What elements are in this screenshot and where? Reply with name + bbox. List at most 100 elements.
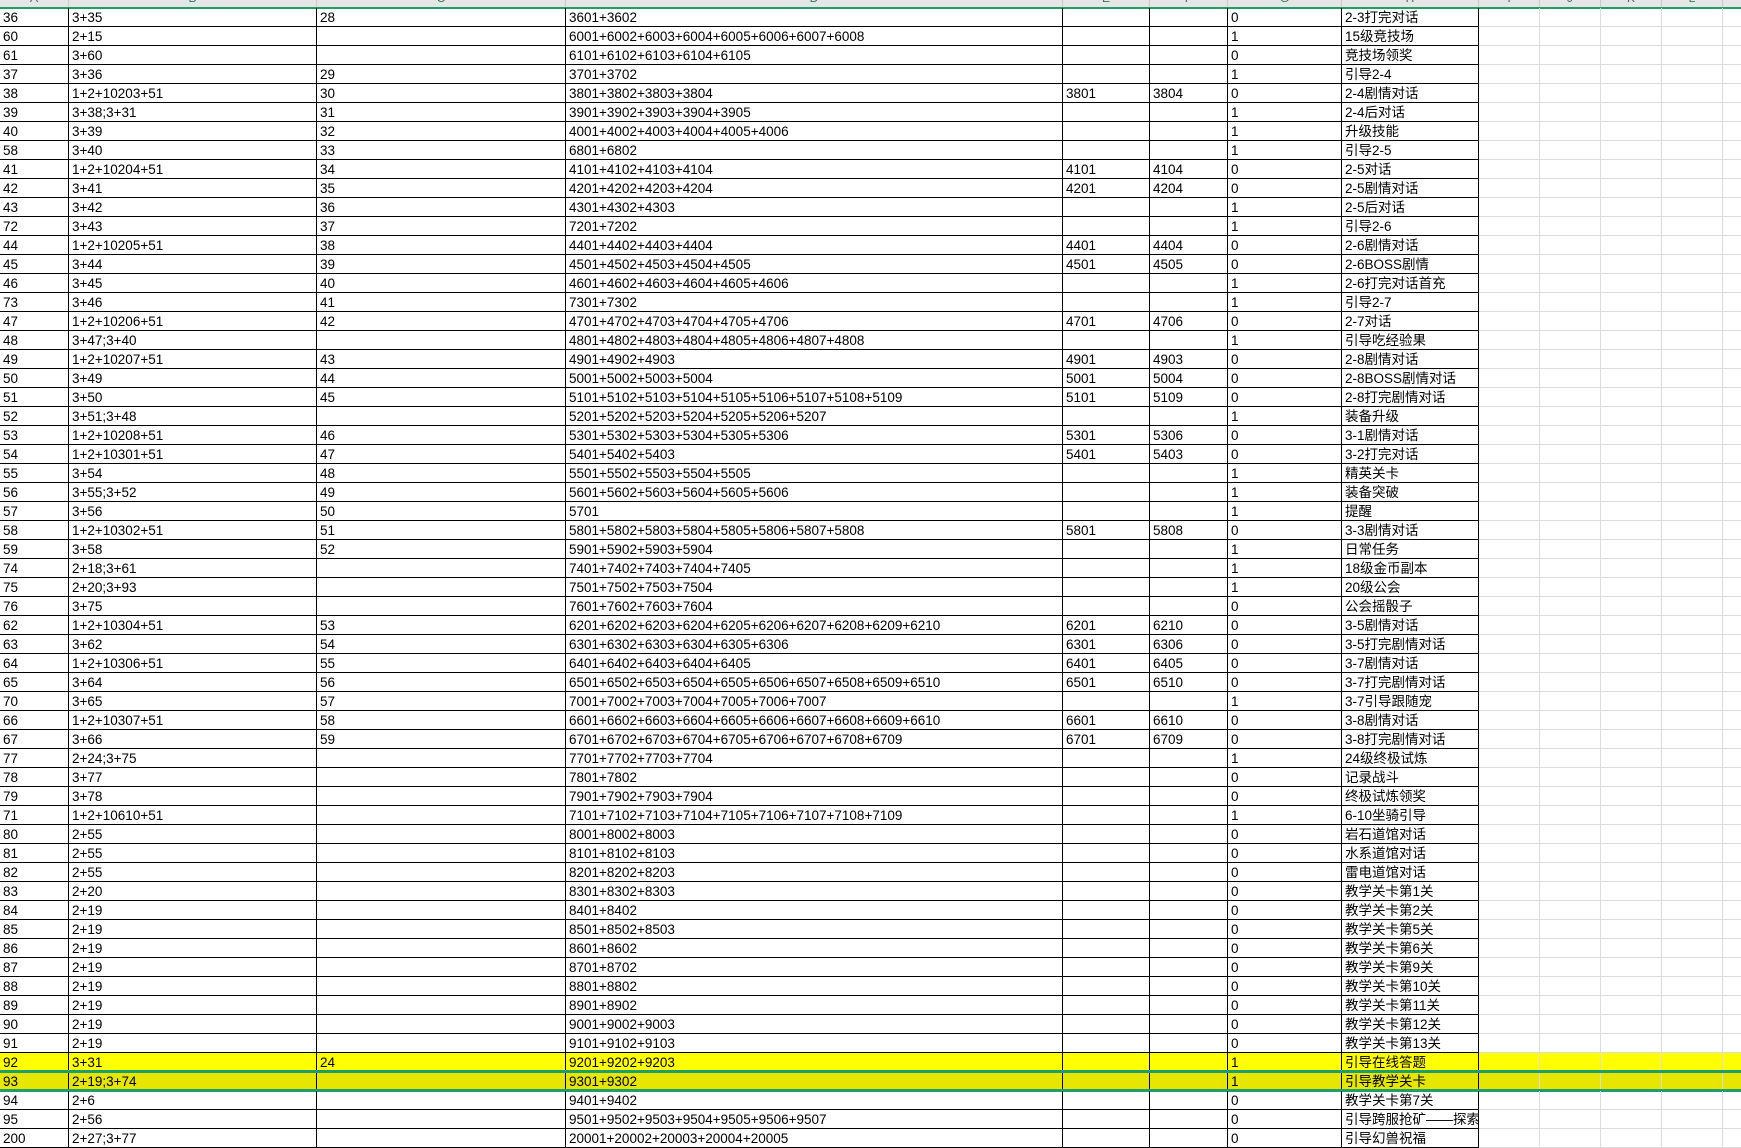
cell-b[interactable]: 3+66	[69, 730, 317, 749]
cell-a[interactable]: 78	[0, 768, 69, 787]
cell-f[interactable]	[1150, 863, 1228, 882]
cell-d[interactable]: 5001+5002+5003+5004	[566, 369, 1063, 388]
empty-cell[interactable]	[1479, 635, 1540, 654]
empty-cell[interactable]	[1540, 312, 1601, 331]
cell-a[interactable]: 88	[0, 977, 69, 996]
empty-cell[interactable]	[1479, 825, 1540, 844]
cell-d[interactable]: 6301+6302+6303+6304+6305+6306	[566, 635, 1063, 654]
empty-cell[interactable]	[1723, 236, 1741, 255]
cell-h[interactable]: 6-10坐骑引导	[1342, 806, 1479, 825]
empty-cell[interactable]	[1662, 635, 1723, 654]
cell-c[interactable]	[317, 958, 566, 977]
cell-g[interactable]: 1	[1228, 122, 1342, 141]
column-header-i[interactable]: I	[1479, 0, 1540, 7]
empty-cell[interactable]	[1540, 293, 1601, 312]
empty-cell[interactable]	[1479, 844, 1540, 863]
cell-e[interactable]	[1063, 331, 1150, 350]
cell-a[interactable]: 73	[0, 293, 69, 312]
cell-e[interactable]: 6301	[1063, 635, 1150, 654]
cell-f[interactable]	[1150, 1129, 1228, 1148]
cell-f[interactable]	[1150, 692, 1228, 711]
cell-e[interactable]: 5101	[1063, 388, 1150, 407]
cell-d[interactable]: 6601+6602+6603+6604+6605+6606+6607+6608+…	[566, 711, 1063, 730]
cell-h[interactable]: 2-6剧情对话	[1342, 236, 1479, 255]
empty-cell[interactable]	[1723, 844, 1741, 863]
empty-cell[interactable]	[1662, 1129, 1723, 1148]
cell-c[interactable]: 52	[317, 540, 566, 559]
cell-c[interactable]: 32	[317, 122, 566, 141]
empty-cell[interactable]	[1601, 977, 1662, 996]
cell-e[interactable]: 4701	[1063, 312, 1150, 331]
cell-f[interactable]	[1150, 274, 1228, 293]
empty-cell[interactable]	[1540, 996, 1601, 1015]
empty-cell[interactable]	[1479, 901, 1540, 920]
empty-cell[interactable]	[1540, 65, 1601, 84]
cell-a[interactable]: 41	[0, 160, 69, 179]
empty-cell[interactable]	[1601, 1053, 1662, 1072]
cell-f[interactable]: 4204	[1150, 179, 1228, 198]
empty-cell[interactable]	[1601, 692, 1662, 711]
empty-cell[interactable]	[1540, 882, 1601, 901]
empty-cell[interactable]	[1723, 179, 1741, 198]
empty-cell[interactable]	[1662, 1072, 1723, 1091]
cell-c[interactable]: 33	[317, 141, 566, 160]
cell-f[interactable]	[1150, 1015, 1228, 1034]
empty-cell[interactable]	[1479, 160, 1540, 179]
cell-e[interactable]	[1063, 787, 1150, 806]
cell-g[interactable]: 1	[1228, 217, 1342, 236]
cell-d[interactable]: 3601+3602	[566, 8, 1063, 27]
empty-cell[interactable]	[1479, 426, 1540, 445]
cell-c[interactable]	[317, 559, 566, 578]
empty-cell[interactable]	[1723, 160, 1741, 179]
cell-b[interactable]: 3+36	[69, 65, 317, 84]
empty-cell[interactable]	[1601, 730, 1662, 749]
empty-cell[interactable]	[1662, 711, 1723, 730]
empty-cell[interactable]	[1601, 768, 1662, 787]
cell-e[interactable]	[1063, 198, 1150, 217]
cell-c[interactable]: 53	[317, 616, 566, 635]
cell-e[interactable]	[1063, 1072, 1150, 1091]
cell-a[interactable]: 46	[0, 274, 69, 293]
empty-cell[interactable]	[1662, 749, 1723, 768]
empty-cell[interactable]	[1723, 464, 1741, 483]
cell-b[interactable]: 3+51;3+48	[69, 407, 317, 426]
empty-cell[interactable]	[1479, 597, 1540, 616]
empty-cell[interactable]	[1723, 217, 1741, 236]
empty-cell[interactable]	[1723, 350, 1741, 369]
cell-e[interactable]	[1063, 768, 1150, 787]
cell-f[interactable]	[1150, 464, 1228, 483]
cell-g[interactable]: 0	[1228, 882, 1342, 901]
empty-cell[interactable]	[1540, 502, 1601, 521]
empty-cell[interactable]	[1601, 787, 1662, 806]
cell-a[interactable]: 51	[0, 388, 69, 407]
cell-g[interactable]: 0	[1228, 597, 1342, 616]
cell-h[interactable]: 20级公会	[1342, 578, 1479, 597]
cell-c[interactable]: 37	[317, 217, 566, 236]
cell-c[interactable]	[317, 977, 566, 996]
cell-e[interactable]	[1063, 806, 1150, 825]
cell-d[interactable]: 5101+5102+5103+5104+5105+5106+5107+5108+…	[566, 388, 1063, 407]
cell-d[interactable]: 9401+9402	[566, 1091, 1063, 1110]
cell-d[interactable]: 5901+5902+5903+5904	[566, 540, 1063, 559]
cell-h[interactable]: 精英关卡	[1342, 464, 1479, 483]
empty-cell[interactable]	[1662, 350, 1723, 369]
cell-g[interactable]: 0	[1228, 1091, 1342, 1110]
cell-d[interactable]: 5801+5802+5803+5804+5805+5806+5807+5808	[566, 521, 1063, 540]
cell-d[interactable]: 4401+4402+4403+4404	[566, 236, 1063, 255]
empty-cell[interactable]	[1662, 84, 1723, 103]
cell-f[interactable]	[1150, 293, 1228, 312]
cell-d[interactable]: 9101+9102+9103	[566, 1034, 1063, 1053]
empty-cell[interactable]	[1601, 749, 1662, 768]
cell-b[interactable]: 1+2+10302+51	[69, 521, 317, 540]
cell-b[interactable]: 3+65	[69, 692, 317, 711]
column-header-e[interactable]: E	[1063, 0, 1150, 7]
cell-b[interactable]: 3+50	[69, 388, 317, 407]
cell-f[interactable]	[1150, 749, 1228, 768]
cell-e[interactable]	[1063, 1034, 1150, 1053]
cell-b[interactable]: 3+45	[69, 274, 317, 293]
cell-h[interactable]: 引导吃经验果	[1342, 331, 1479, 350]
cell-d[interactable]: 5601+5602+5603+5604+5605+5606	[566, 483, 1063, 502]
empty-cell[interactable]	[1540, 768, 1601, 787]
empty-cell[interactable]	[1723, 749, 1741, 768]
cell-h[interactable]: 教学关卡第13关	[1342, 1034, 1479, 1053]
